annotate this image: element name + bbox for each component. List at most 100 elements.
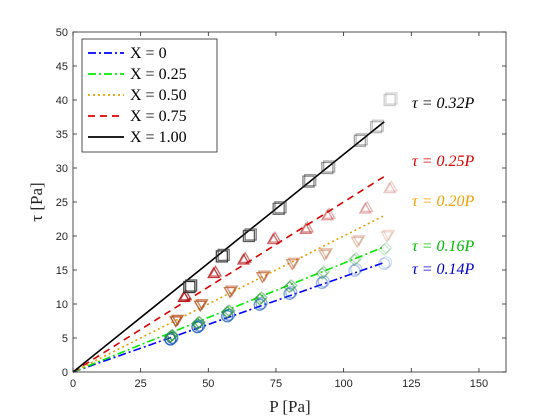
y-tick-label: 25 [56, 197, 68, 209]
data-point [380, 231, 394, 243]
data-point [379, 256, 393, 269]
data-point [257, 270, 271, 283]
data-point [238, 251, 252, 264]
data-point [283, 280, 296, 294]
data-point [300, 220, 315, 233]
y-tick-label: 10 [56, 299, 68, 311]
data-point [299, 222, 313, 234]
data-point [236, 252, 251, 265]
axis-ticks: 0 25 50 75 100 125 150 0 5 10 15 20 25 30 35 40 45 50 [56, 27, 506, 390]
data-point [302, 175, 315, 188]
data-point [355, 133, 368, 146]
data-point [164, 333, 177, 346]
fit-label: τ = 0.32P [412, 95, 475, 112]
data-point [177, 290, 191, 302]
data-point [215, 250, 228, 263]
data-point [384, 180, 399, 192]
data-point [360, 200, 374, 213]
x-axis-label: P [Pa] [269, 397, 310, 416]
fit-label: τ = 0.20P [412, 193, 475, 210]
legend-label: X = 0.50 [130, 87, 187, 104]
data-point [165, 328, 179, 342]
data-point [352, 235, 366, 247]
data-point [323, 160, 336, 173]
data-point [348, 253, 361, 267]
y-tick-label: 40 [56, 95, 68, 107]
data-point [378, 257, 391, 271]
data-point [285, 286, 298, 299]
legend: X = 0 X = 0.25 X = 0.50 X = 0.75 X = 1.00 [81, 38, 218, 153]
data-point [318, 249, 332, 262]
data-point [348, 264, 361, 277]
data-point [317, 265, 331, 279]
fit-labels: τ = 0.14P τ = 0.16P τ = 0.20P τ = 0.25P τ = … [412, 95, 475, 278]
x-tick-label: 125 [402, 378, 420, 390]
y-tick-label: 35 [56, 129, 68, 141]
data-point [244, 228, 257, 241]
data-point [225, 285, 239, 298]
data-point [383, 181, 397, 194]
data-point [272, 202, 285, 215]
fit-line [72, 214, 385, 373]
data-point [221, 310, 234, 323]
y-axis-label: τ [Pa] [27, 182, 46, 221]
data-point [353, 134, 367, 147]
data-point [315, 266, 329, 280]
data-point [183, 280, 196, 294]
data-point [350, 263, 363, 276]
data-point [322, 207, 336, 219]
data-point [266, 232, 280, 245]
data-point [255, 291, 268, 305]
legend-label: X = 0.75 [130, 108, 187, 125]
data-point [350, 236, 364, 249]
data-point [317, 275, 330, 288]
fit-label: τ = 0.16P [412, 238, 475, 255]
data-point [207, 266, 221, 279]
data-point [242, 229, 256, 243]
data-point [185, 279, 198, 292]
legend-label: X = 0 [130, 45, 167, 62]
data-point [379, 241, 393, 255]
fit-label: τ = 0.25P [412, 153, 475, 170]
data-point [283, 287, 296, 300]
y-tick-label: 30 [56, 163, 68, 175]
legend-label: X = 1.00 [130, 129, 187, 146]
data-point [274, 201, 287, 214]
data-point [382, 229, 396, 242]
x-tick-label: 100 [334, 378, 352, 390]
data-point [385, 92, 398, 105]
legend-label: X = 0.25 [130, 66, 187, 83]
data-point [371, 119, 385, 132]
data-point [169, 316, 183, 328]
data-point [315, 276, 329, 290]
y-tick-label: 50 [56, 27, 68, 39]
x-tick-label: 0 [70, 378, 76, 390]
data-point [222, 304, 236, 318]
data-point [319, 248, 334, 260]
y-tick-label: 45 [56, 61, 68, 73]
data-point [223, 286, 237, 299]
fit-line [72, 175, 385, 373]
data-point [321, 161, 334, 175]
data-point [284, 279, 298, 292]
data-point [377, 243, 391, 257]
data-point [253, 298, 266, 311]
data-point [217, 248, 230, 262]
data-point [358, 201, 372, 214]
data-point [192, 315, 206, 329]
data-point [285, 259, 299, 271]
data-point [304, 173, 317, 187]
x-tick-label: 50 [202, 378, 214, 390]
data-points [164, 92, 399, 346]
fit-label: τ = 0.14P [412, 261, 475, 278]
x-tick-label: 25 [135, 378, 147, 390]
data-point [208, 265, 223, 277]
data-point [195, 299, 209, 311]
data-point [320, 208, 335, 221]
y-tick-label: 15 [56, 265, 68, 277]
data-point [171, 314, 185, 327]
data-point [191, 320, 204, 334]
data-point [349, 251, 363, 265]
data-point [193, 300, 207, 313]
y-tick-label: 5 [62, 333, 68, 345]
